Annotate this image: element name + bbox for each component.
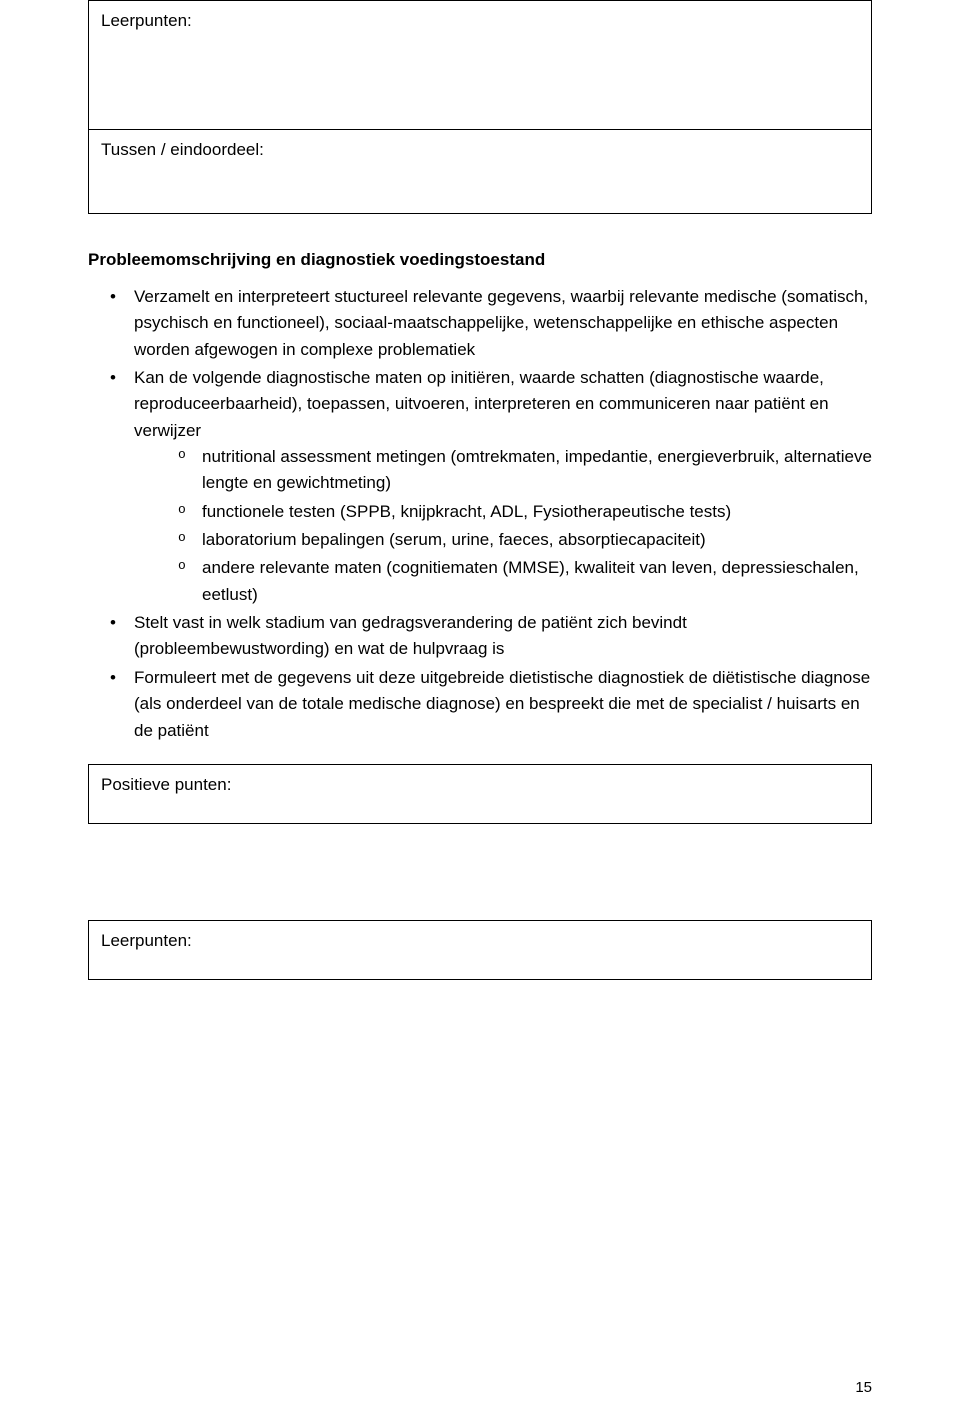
bullet-text: Kan de volgende diagnostische maten op i…	[134, 368, 829, 440]
bullet-item: Kan de volgende diagnostische maten op i…	[106, 365, 872, 608]
box-leerpunten-bottom: Leerpunten:	[88, 920, 872, 980]
circle-text: laboratorium bepalingen (serum, urine, f…	[202, 530, 706, 549]
circle-item: andere relevante maten (cognitiematen (M…	[174, 555, 872, 608]
box-tussen-eindoordeel-label: Tussen / eindoordeel:	[101, 140, 264, 159]
box-positieve-punten-label: Positieve punten:	[101, 775, 231, 794]
circle-text: andere relevante maten (cognitiematen (M…	[202, 558, 859, 603]
bullet-text: Formuleert met de gegevens uit deze uitg…	[134, 668, 870, 740]
circle-text: nutritional assessment metingen (omtrekm…	[202, 447, 872, 492]
box-tussen-eindoordeel: Tussen / eindoordeel:	[88, 130, 872, 214]
circle-text: functionele testen (SPPB, knijpkracht, A…	[202, 502, 731, 521]
circle-item: nutritional assessment metingen (omtrekm…	[174, 444, 872, 497]
bullet-item: Verzamelt en interpreteert stuctureel re…	[106, 284, 872, 363]
bullet-list: Verzamelt en interpreteert stuctureel re…	[106, 284, 872, 744]
circle-list: nutritional assessment metingen (omtrekm…	[174, 444, 872, 608]
box-leerpunten-top-label: Leerpunten:	[101, 11, 192, 30]
bullet-text: Verzamelt en interpreteert stuctureel re…	[134, 287, 868, 359]
bullet-item: Formuleert met de gegevens uit deze uitg…	[106, 665, 872, 744]
circle-item: laboratorium bepalingen (serum, urine, f…	[174, 527, 872, 553]
circle-item: functionele testen (SPPB, knijpkracht, A…	[174, 499, 872, 525]
bullet-item: Stelt vast in welk stadium van gedragsve…	[106, 610, 872, 663]
box-leerpunten-bottom-label: Leerpunten:	[101, 931, 192, 950]
page: Leerpunten: Tussen / eindoordeel: Proble…	[0, 0, 960, 1424]
box-leerpunten-top: Leerpunten:	[88, 0, 872, 130]
box-positieve-punten: Positieve punten:	[88, 764, 872, 824]
section-heading: Probleemomschrijving en diagnostiek voed…	[88, 250, 872, 270]
page-number: 15	[855, 1379, 872, 1396]
bullet-text: Stelt vast in welk stadium van gedragsve…	[134, 613, 687, 658]
